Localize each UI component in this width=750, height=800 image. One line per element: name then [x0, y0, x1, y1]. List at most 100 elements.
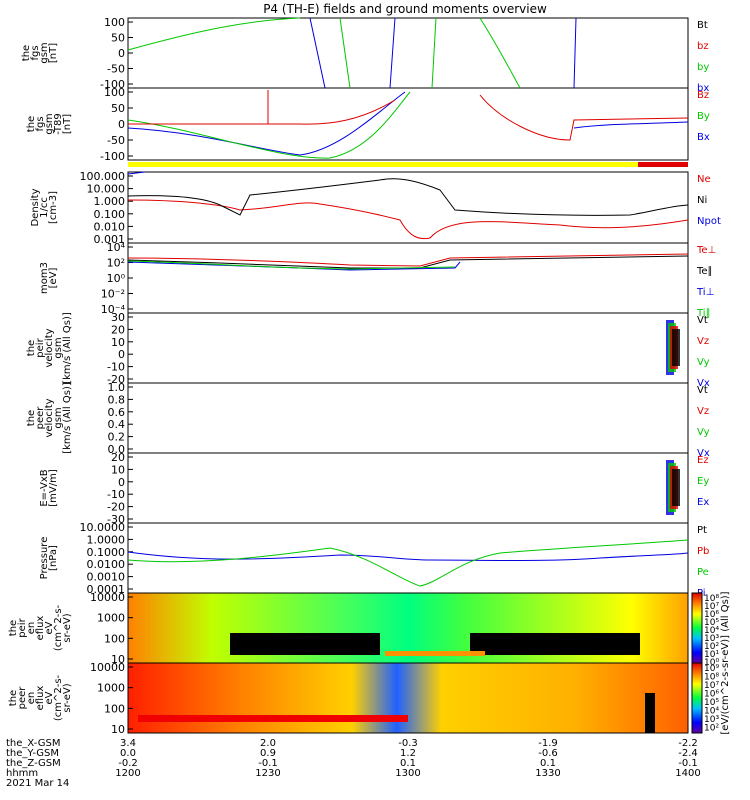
colorbar-tick: 10⁴	[704, 707, 719, 717]
legend-pt: Pt	[697, 525, 707, 536]
y-tick-label: 10	[111, 653, 125, 666]
panel-p6	[127, 382, 689, 454]
y-tick-label: 0.010	[94, 220, 126, 233]
y-axis-label: peer	[35, 406, 46, 430]
colorbar-tick: 10⁸	[704, 673, 719, 683]
panel-frame	[127, 312, 689, 384]
panel-frame	[127, 382, 689, 454]
burst-black	[672, 329, 680, 366]
x-row-label: hhmm	[6, 768, 38, 779]
colorbar-tick: 10⁸	[704, 594, 719, 604]
y-axis-label: peir	[35, 337, 46, 357]
y-axis-label: E=-VxB	[39, 469, 50, 506]
y-axis-label: the	[21, 45, 32, 61]
y-axis-label: en	[26, 622, 37, 635]
y-axis-label: eV	[44, 691, 55, 704]
panel-p10	[127, 662, 689, 734]
colorbar-tick: 10¹	[704, 650, 719, 660]
legend-te∥: Te∥	[696, 266, 713, 277]
legend-vy: Vy	[697, 427, 710, 438]
y-tick-label: 0	[118, 348, 125, 361]
legend-vx: Vx	[697, 448, 710, 459]
series-te	[127, 253, 689, 267]
y-tick-label: 0.0010	[87, 571, 126, 584]
y-axis-label: sr-eV)	[62, 683, 73, 712]
y-tick-label: 10.0000	[80, 521, 126, 534]
x-date: 2021 Mar 14	[6, 778, 69, 789]
x-row-value: 1300	[395, 768, 420, 779]
y-tick-label: 10²	[107, 257, 125, 270]
y-tick-label: 1.0	[108, 381, 126, 394]
y-tick-label: 1000	[97, 612, 125, 625]
y-tick-label: -20	[107, 501, 125, 514]
x-row-value: 2.0	[260, 738, 276, 749]
panel-p4	[127, 242, 689, 314]
colorbar-tick: 10⁶	[704, 690, 719, 700]
y-tick-label: 0	[118, 47, 125, 60]
legend-ex: Ex	[697, 497, 709, 508]
mode-bar-yellow	[128, 162, 638, 167]
x-row-value: 0.0	[120, 748, 136, 759]
x-row-value: 1200	[115, 768, 140, 779]
y-axis-label: velocity	[44, 328, 55, 367]
series-bx-p2	[127, 91, 406, 156]
x-row-value: 3.4	[120, 738, 136, 749]
legend-bx: Bx	[697, 132, 710, 143]
spectrogram-band	[385, 651, 485, 656]
panel-p5	[127, 312, 689, 384]
panel-p9	[127, 592, 689, 664]
y-tick-label: 100	[104, 702, 125, 715]
y-axis-label: (cm^2-s-	[53, 674, 64, 721]
x-row-value: -0.6	[538, 748, 558, 759]
y-tick-label: 10.000	[87, 183, 126, 196]
panel-frame	[127, 452, 689, 524]
legend-bz: Bz	[697, 90, 709, 101]
series-by-p2	[127, 91, 411, 159]
spectrogram-band	[138, 715, 408, 722]
y-axis-label: peer	[17, 686, 28, 710]
series-bx-p1c	[573, 17, 577, 89]
colorbar-tick: 10⁵	[704, 618, 719, 628]
y-axis-label: (cm^2-s-	[53, 604, 64, 651]
series-bx-p2b	[573, 121, 689, 129]
y-axis-label: -T89	[53, 113, 64, 135]
y-axis-label: [eV]	[48, 268, 59, 289]
spectrogram-gap	[645, 693, 655, 733]
y-tick-label: 0.2	[108, 431, 126, 444]
legend-ez: Ez	[697, 455, 709, 466]
y-axis-label: eV	[44, 621, 55, 634]
y-tick-label: 1000	[97, 682, 125, 695]
y-axis-label: [nT]	[48, 43, 59, 63]
legend-bx: bx	[697, 83, 709, 94]
legend-npot: Npot	[697, 216, 721, 227]
x-row-value: -1.9	[538, 738, 558, 749]
y-tick-label: -100	[100, 150, 125, 163]
y-tick-label: 0.6	[108, 406, 126, 419]
legend-te⊥: Te⊥	[696, 245, 716, 256]
x-row-value: -0.2	[118, 758, 138, 769]
legend-vz: Vz	[697, 406, 709, 417]
x-row-label: the_Y-GSM	[6, 748, 59, 759]
y-tick-label: 0.0001	[87, 583, 126, 596]
series-by-p1d	[479, 17, 521, 89]
y-tick-label: 0.001	[94, 233, 126, 246]
series-npot	[127, 171, 146, 175]
panel-p7	[127, 452, 689, 524]
x-row-label: the_X-GSM	[6, 738, 60, 749]
y-axis-label: [km/s (All Qs)]	[62, 312, 73, 384]
spectrogram-electron	[128, 663, 688, 733]
y-tick-label: 0	[118, 118, 125, 131]
panel-frame	[127, 242, 689, 314]
series-by-p1c	[431, 17, 437, 89]
legend-ne: Ne	[697, 174, 711, 185]
y-tick-label: -20	[107, 373, 125, 386]
y-axis-label: mom3	[39, 262, 50, 294]
y-tick-label: 100.000	[80, 170, 126, 183]
panel-frame	[127, 17, 689, 89]
series-pi	[127, 551, 689, 561]
x-row-value: 1400	[675, 768, 700, 779]
y-tick-label: 50	[111, 102, 125, 115]
y-axis-label: Density	[30, 188, 41, 226]
x-row-value: 0.1	[540, 758, 556, 769]
